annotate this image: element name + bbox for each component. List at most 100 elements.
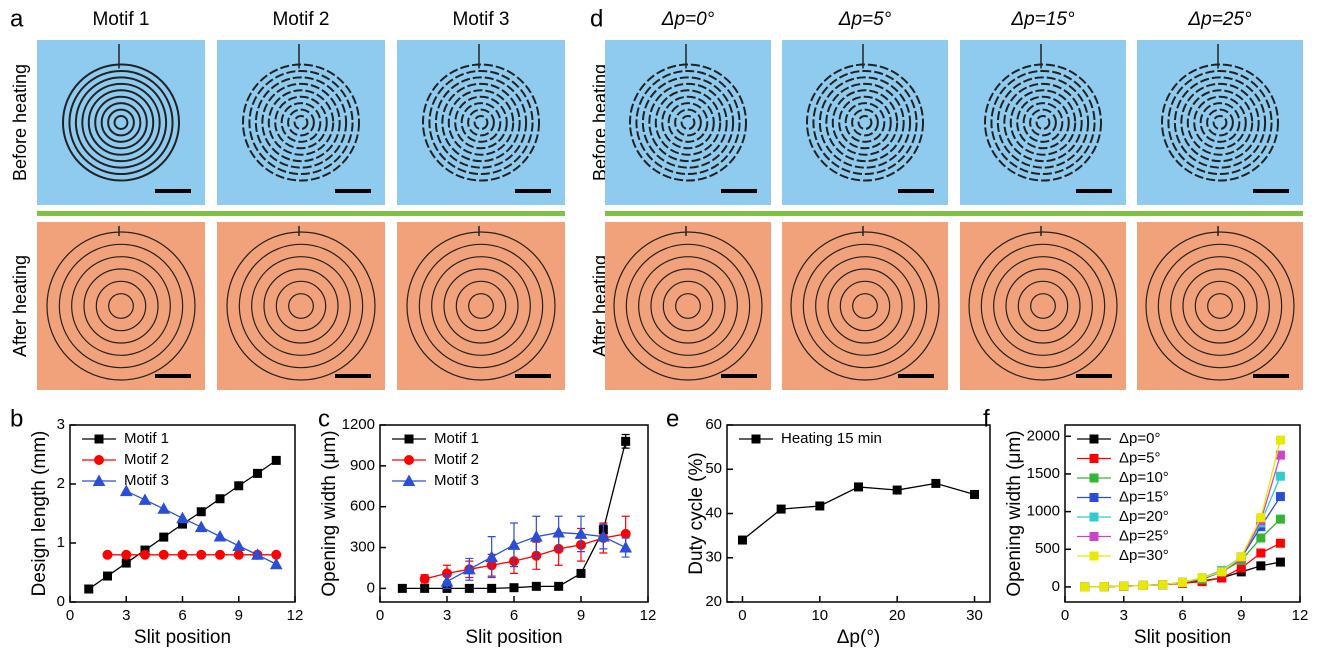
scale-bar [155,189,191,193]
marker [1090,513,1098,521]
y-tick-label: 50 [705,460,722,477]
marker [254,469,262,477]
column-label: Δp=15° [1010,9,1075,30]
x-axis-label: Δp(°) [837,627,881,648]
y-tick-label: 2000 [1027,427,1060,444]
y-tick-label: 30 [705,549,722,566]
marker [1090,435,1098,443]
marker [509,539,520,549]
x-tick-label: 0 [738,607,746,624]
scale-bar [721,374,757,378]
marker [271,559,282,569]
column-label: Motif 1 [92,9,149,30]
y-axis-label: Opening width (μm) [319,430,340,596]
y-tick-label: 0 [57,593,65,610]
marker [104,572,112,580]
legend-label: Motif 1 [434,430,479,447]
legend-marker [1090,455,1098,463]
series [1081,493,1285,591]
y-tick-label: 1 [57,534,65,551]
marker [855,483,863,491]
marker [486,552,497,562]
series-line [1085,455,1281,587]
marker [1120,582,1128,590]
marker [141,550,150,559]
marker [197,550,206,559]
y-tick-label: 1500 [1027,465,1060,482]
marker [234,550,243,559]
marker [272,456,280,464]
marker [1081,583,1089,591]
legend-marker [1090,494,1098,502]
marker [405,456,414,465]
photo [605,222,771,390]
panel-label: b [10,405,23,432]
series-line [1085,476,1281,587]
legend-label: Motif 2 [124,451,169,468]
divider [605,211,1303,216]
figure: aBefore heatingAfter heatingMotif 1Motif… [0,0,1318,659]
scale-bar [335,374,371,378]
x-tick-label: 6 [178,607,186,624]
marker [177,513,188,523]
legend-marker [95,456,104,465]
legend-label: Δp=15° [1119,488,1169,505]
series [738,479,978,544]
y-tick-label: 2 [57,475,65,492]
marker [85,585,93,593]
marker [510,584,518,592]
series-line [1085,519,1281,587]
x-tick-label: 12 [640,607,657,624]
legend-label: Δp=25° [1119,527,1169,544]
x-tick-label: 9 [1237,607,1245,624]
panel-label: d [590,5,603,32]
legend-label: Δp=30° [1119,547,1169,564]
y-tick-label: 20 [705,593,722,610]
series [420,516,630,583]
legend-marker [405,456,414,465]
legend-marker [1090,533,1098,541]
y-axis-label: Opening width (μm) [1004,430,1025,596]
marker [1090,494,1098,502]
marker [122,559,130,567]
scale-bar [1076,374,1112,378]
legend-marker [1090,435,1098,443]
marker [122,550,131,559]
marker [1237,564,1245,572]
marker [158,503,169,513]
photo [217,222,385,390]
legend-label: Δp=5° [1119,449,1160,466]
marker [160,533,168,541]
scale-bar [1076,189,1112,193]
marker [1139,581,1147,589]
marker [621,529,630,538]
legend-label: Motif 3 [434,472,479,489]
y-tick-label: 600 [350,498,375,515]
y-tick-label: 3 [57,416,65,433]
marker [95,456,104,465]
legend-label: Δp=10° [1119,469,1169,486]
scale-bar [1253,374,1289,378]
scale-bar [721,189,757,193]
marker [1090,455,1098,463]
y-tick-label: 900 [350,457,375,474]
divider [37,211,565,216]
marker [233,540,244,550]
x-tick-label: 6 [1178,607,1186,624]
marker [103,550,112,559]
photo [782,222,948,390]
scale-bar [515,374,551,378]
marker [197,508,205,516]
marker [532,582,540,590]
row-label: After heating [10,255,30,357]
series [85,456,281,593]
marker [215,531,226,541]
x-tick-label: 20 [889,607,906,624]
marker [1159,581,1167,589]
marker [488,584,496,592]
photo [960,222,1126,390]
marker [893,486,901,494]
marker [1090,533,1098,541]
scale-bar [515,189,551,193]
x-tick-label: 3 [1120,607,1128,624]
